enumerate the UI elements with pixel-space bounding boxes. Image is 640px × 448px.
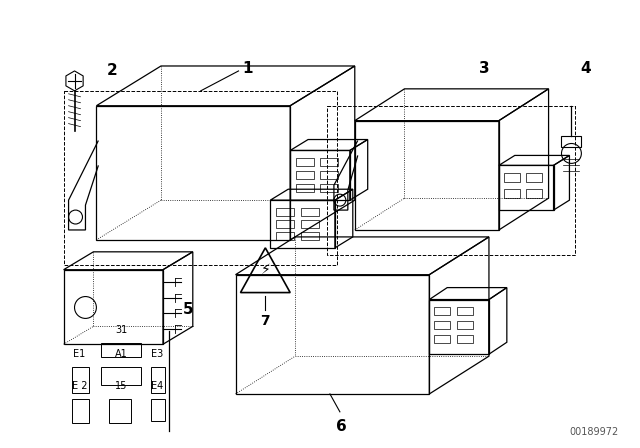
Text: 6: 6 (336, 419, 347, 434)
Bar (504, 189, 520, 198)
Text: 5: 5 (183, 302, 193, 317)
Bar (72, 367, 90, 393)
Text: 4: 4 (580, 61, 591, 77)
Bar (301, 208, 319, 216)
Bar (320, 184, 338, 192)
Bar (296, 159, 314, 166)
Text: 15: 15 (115, 381, 127, 391)
Bar (296, 184, 314, 192)
Bar (296, 171, 314, 179)
Bar (151, 399, 165, 421)
Bar (525, 189, 541, 198)
Text: 31: 31 (115, 325, 127, 335)
Bar (561, 136, 581, 147)
Bar (457, 307, 473, 315)
Bar (151, 367, 165, 393)
Text: ⚡: ⚡ (260, 263, 270, 277)
Bar (276, 220, 294, 228)
Text: 3: 3 (479, 61, 490, 77)
Bar (276, 232, 294, 240)
Bar (504, 173, 520, 182)
Text: E 2: E 2 (72, 381, 87, 391)
Bar (435, 321, 450, 329)
Bar (457, 335, 473, 343)
Bar (301, 232, 319, 240)
Bar (320, 171, 338, 179)
Bar (327, 106, 575, 255)
Bar (72, 399, 90, 423)
Text: 00189972: 00189972 (569, 426, 618, 437)
Bar (276, 208, 294, 216)
Bar (435, 307, 450, 315)
Bar (457, 321, 473, 329)
Bar (435, 335, 450, 343)
Bar (101, 343, 141, 357)
Text: 7: 7 (260, 314, 270, 328)
Text: E3: E3 (151, 349, 163, 359)
Bar (63, 91, 337, 265)
Bar (109, 399, 131, 423)
Text: E4: E4 (151, 381, 163, 391)
Bar (101, 367, 141, 385)
Bar (301, 220, 319, 228)
Bar (320, 159, 338, 166)
Text: 1: 1 (243, 61, 253, 77)
Text: E1: E1 (74, 349, 86, 359)
Bar (525, 173, 541, 182)
Text: 2: 2 (106, 64, 117, 78)
Text: A1: A1 (115, 349, 127, 359)
